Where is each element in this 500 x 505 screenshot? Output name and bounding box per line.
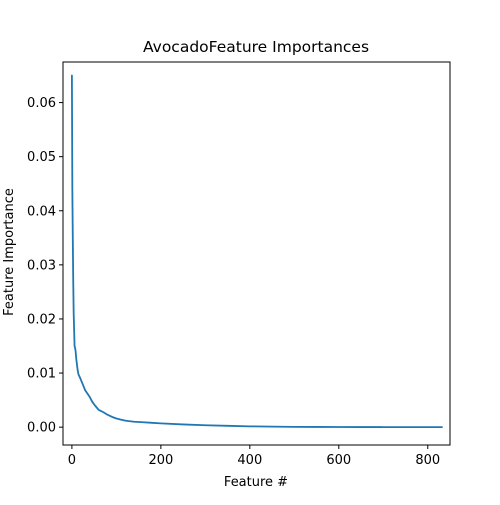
y-tick-label-0: 0.00 [27,421,56,436]
x-axis-label: Feature # [224,475,288,490]
y-tick-label-5: 0.05 [27,150,56,165]
y-axis-label: Feature Importance [2,188,17,316]
series-line-0 [71,74,443,429]
y-tick-label-2: 0.02 [27,312,56,327]
y-tick-label-6: 0.06 [27,96,56,111]
plot-layer: 0 200 400 600 800 0.00 0.01 0.02 0.03 0.04 0.05 0.0… [27,61,451,468]
y-tick-label-3: 0.03 [27,258,56,273]
x-tick-label-1: 200 [148,453,173,468]
x-tick-label-2: 400 [237,453,262,468]
chart-title: AvocadoFeature Importances [143,38,369,56]
x-tick-label-3: 600 [326,453,351,468]
x-tick-label-0: 0 [68,453,76,468]
y-tick-label-1: 0.01 [27,367,56,382]
y-tick-label-4: 0.04 [27,204,56,219]
plot-frame [62,61,451,446]
x-tick-label-4: 800 [415,453,440,468]
